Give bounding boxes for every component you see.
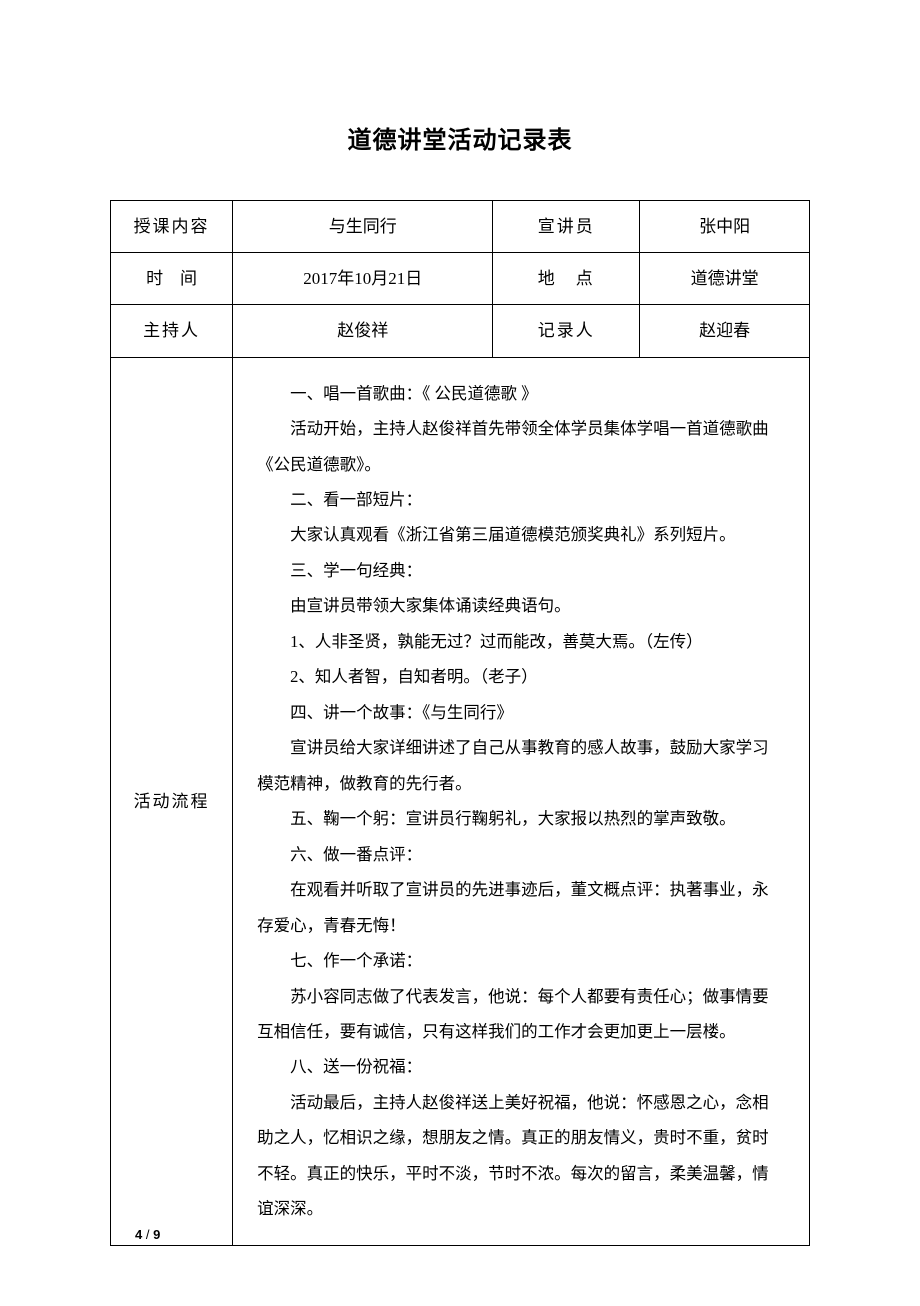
flow-line: 2、知人者智，自知者明。（老子）	[257, 659, 785, 694]
page-title: 道德讲堂活动记录表	[110, 120, 810, 155]
value-host: 赵俊祥	[233, 305, 493, 357]
table-row: 活动流程 一、唱一首歌曲：《 公民道德歌 》活动开始，主持人赵俊祥首先带领全体学…	[111, 357, 810, 1245]
label-lecturer: 宣讲员	[493, 201, 640, 253]
label-recorder: 记录人	[493, 305, 640, 357]
value-recorder: 赵迎春	[640, 305, 810, 357]
flow-line: 活动开始，主持人赵俊祥首先带领全体学员集体学唱一首道德歌曲《公民道德歌》。	[257, 411, 785, 482]
value-course-content: 与生同行	[233, 201, 493, 253]
flow-line: 由宣讲员带领大家集体诵读经典语句。	[257, 588, 785, 623]
flow-line: 1、人非圣贤，孰能无过？过而能改，善莫大焉。（左传）	[257, 624, 785, 659]
page-number: 4 / 9	[135, 1227, 160, 1242]
label-activity-flow: 活动流程	[111, 357, 233, 1245]
flow-line: 二、看一部短片：	[257, 482, 785, 517]
value-lecturer: 张中阳	[640, 201, 810, 253]
label-time: 时 间	[111, 253, 233, 305]
label-course-content: 授课内容	[111, 201, 233, 253]
flow-line: 七、作一个承诺：	[257, 943, 785, 978]
value-time: 2017年10月21日	[233, 253, 493, 305]
flow-line: 活动最后，主持人赵俊祥送上美好祝福，他说：怀感恩之心，念相助之人，忆相识之缘，想…	[257, 1085, 785, 1227]
flow-line: 三、学一句经典：	[257, 553, 785, 588]
label-host: 主持人	[111, 305, 233, 357]
table-row: 时 间 2017年10月21日 地 点 道德讲堂	[111, 253, 810, 305]
flow-line: 苏小容同志做了代表发言，他说：每个人都要有责任心；做事情要互相信任，要有诚信，只…	[257, 979, 785, 1050]
table-row: 授课内容 与生同行 宣讲员 张中阳	[111, 201, 810, 253]
page-sep: /	[142, 1227, 153, 1242]
flow-line: 在观看并听取了宣讲员的先进事迹后，董文概点评：执著事业，永存爱心，青春无悔！	[257, 872, 785, 943]
activity-flow-content: 一、唱一首歌曲：《 公民道德歌 》活动开始，主持人赵俊祥首先带领全体学员集体学唱…	[233, 357, 810, 1245]
page-total: 9	[153, 1227, 160, 1242]
flow-line: 四、讲一个故事：《与生同行》	[257, 695, 785, 730]
flow-line: 宣讲员给大家详细讲述了自己从事教育的感人故事，鼓励大家学习模范精神，做教育的先行…	[257, 730, 785, 801]
flow-line: 一、唱一首歌曲：《 公民道德歌 》	[257, 376, 785, 411]
table-row: 主持人 赵俊祥 记录人 赵迎春	[111, 305, 810, 357]
flow-line: 大家认真观看《浙江省第三届道德模范颁奖典礼》系列短片。	[257, 517, 785, 552]
flow-line: 五、鞠一个躬：宣讲员行鞠躬礼，大家报以热烈的掌声致敬。	[257, 801, 785, 836]
record-table: 授课内容 与生同行 宣讲员 张中阳 时 间 2017年10月21日 地 点 道德…	[110, 200, 810, 1246]
label-location: 地 点	[493, 253, 640, 305]
flow-line: 六、做一番点评：	[257, 837, 785, 872]
flow-line: 八、送一份祝福：	[257, 1049, 785, 1084]
value-location: 道德讲堂	[640, 253, 810, 305]
